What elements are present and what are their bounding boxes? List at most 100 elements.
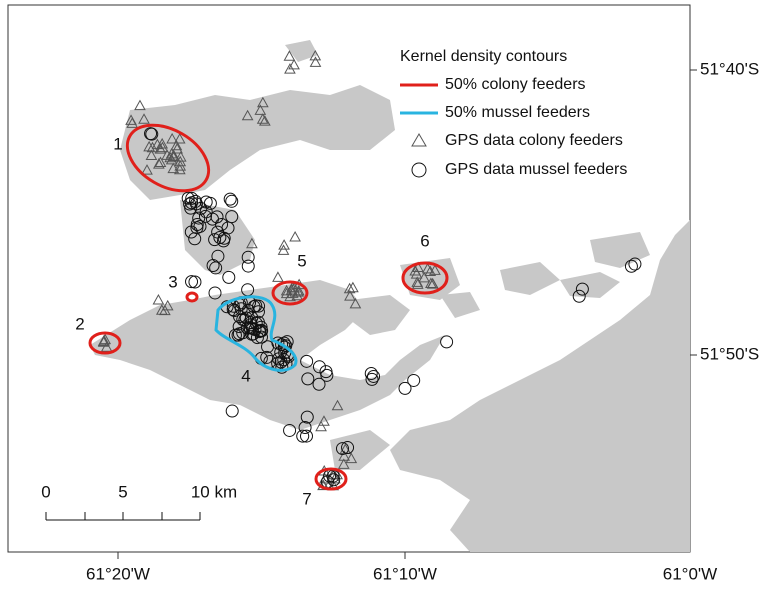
mussel-point bbox=[335, 442, 349, 456]
mussel-point bbox=[144, 127, 158, 141]
mussel-point bbox=[254, 330, 268, 344]
mussel-point bbox=[341, 441, 355, 455]
site-label: 7 bbox=[302, 489, 311, 508]
mussel-point bbox=[232, 327, 246, 341]
colony-point bbox=[173, 163, 186, 175]
contours bbox=[88, 123, 449, 491]
mussel-point bbox=[300, 354, 314, 368]
colony-point bbox=[283, 50, 296, 61]
colony-point bbox=[134, 99, 146, 111]
colony-point bbox=[344, 290, 356, 301]
legend-swatch bbox=[411, 162, 427, 178]
mussel-point bbox=[227, 304, 241, 318]
colony-point bbox=[289, 230, 301, 242]
mussel-point bbox=[199, 205, 213, 219]
colony-point bbox=[152, 293, 165, 305]
mussel-point bbox=[188, 275, 202, 289]
colony-point bbox=[343, 282, 356, 294]
colony-contour bbox=[314, 467, 348, 491]
mussel-point bbox=[398, 381, 412, 395]
mussel-point bbox=[208, 286, 222, 300]
mussel-point bbox=[247, 300, 261, 314]
site-label: 3 bbox=[168, 272, 177, 291]
colony-point bbox=[100, 341, 113, 352]
mussel-point bbox=[249, 316, 263, 330]
mussel-point bbox=[275, 338, 289, 352]
mussel-point bbox=[225, 210, 239, 224]
colony-point bbox=[145, 149, 158, 160]
colony-point bbox=[337, 458, 350, 469]
colony-point bbox=[161, 149, 174, 160]
mussel-point bbox=[209, 261, 223, 275]
colony-point bbox=[349, 297, 362, 309]
colony-contour bbox=[125, 123, 211, 193]
mussel-point bbox=[299, 429, 313, 443]
colony-point bbox=[331, 399, 344, 411]
mussel-point bbox=[274, 345, 288, 359]
mussel-point bbox=[222, 270, 236, 284]
colony-point bbox=[143, 140, 155, 152]
mussel-point bbox=[198, 209, 212, 223]
graticule-labels: 51°40'S 51°50'S 61°20'W 61°10'W 61°0'W bbox=[86, 59, 759, 583]
colony-point bbox=[426, 278, 439, 289]
colony-point bbox=[409, 264, 422, 276]
mussel-point bbox=[275, 360, 289, 374]
mussel-point bbox=[231, 328, 245, 342]
colony-point bbox=[138, 113, 150, 124]
mussel-point bbox=[185, 275, 199, 289]
mussel-point bbox=[628, 257, 642, 271]
colony-point bbox=[164, 151, 177, 163]
mussel-point bbox=[327, 473, 341, 487]
mussel-point bbox=[364, 367, 378, 381]
mussel-point bbox=[199, 195, 213, 209]
mussel-point bbox=[232, 320, 246, 334]
mussel-point bbox=[298, 420, 312, 434]
mussel-point bbox=[572, 289, 586, 303]
mussel-contour bbox=[214, 295, 298, 372]
land bbox=[90, 40, 690, 552]
colony-point bbox=[126, 117, 139, 128]
mussel-point bbox=[319, 365, 333, 379]
site-label: 5 bbox=[297, 251, 306, 270]
mussel-point bbox=[575, 282, 589, 296]
mussel-point bbox=[234, 302, 248, 316]
mussel-point bbox=[312, 377, 326, 391]
colony-contour bbox=[185, 291, 199, 303]
colony-point bbox=[161, 299, 174, 311]
mussel-point bbox=[241, 250, 255, 264]
mussel-point bbox=[296, 429, 310, 443]
scale-bar: 0 5 10 km bbox=[41, 482, 237, 521]
mussel-point bbox=[254, 320, 268, 334]
site-label: 2 bbox=[75, 314, 84, 333]
gps-points bbox=[97, 49, 642, 491]
mussel-point bbox=[407, 373, 421, 387]
colony-point bbox=[97, 336, 110, 347]
colony-point bbox=[288, 58, 300, 70]
mussel-point bbox=[241, 259, 255, 273]
colony-point bbox=[167, 162, 180, 174]
mussel-point bbox=[365, 372, 379, 386]
mussel-point bbox=[277, 353, 291, 367]
colony-point bbox=[259, 115, 271, 126]
mussel-point bbox=[226, 303, 240, 317]
colony-point bbox=[411, 278, 424, 289]
lat-label: 51°50'S bbox=[700, 344, 759, 363]
mussel-point bbox=[367, 369, 381, 383]
colony-point bbox=[347, 281, 359, 293]
colony-point bbox=[278, 239, 290, 250]
legend-entry: GPS data colony feeders bbox=[445, 132, 623, 149]
colony-point bbox=[156, 137, 169, 149]
lon-label: 61°20'W bbox=[86, 564, 150, 583]
mussel-point bbox=[181, 191, 195, 205]
mussel-point bbox=[217, 234, 231, 248]
colony-point bbox=[421, 262, 434, 274]
mussel-point bbox=[283, 423, 297, 437]
colony-point bbox=[418, 271, 430, 283]
lat-label: 51°40'S bbox=[700, 59, 759, 78]
colony-point bbox=[154, 143, 167, 154]
mussel-point bbox=[208, 233, 222, 247]
site-label: 6 bbox=[420, 231, 429, 250]
colony-point bbox=[315, 420, 327, 432]
colony-point bbox=[154, 156, 167, 167]
